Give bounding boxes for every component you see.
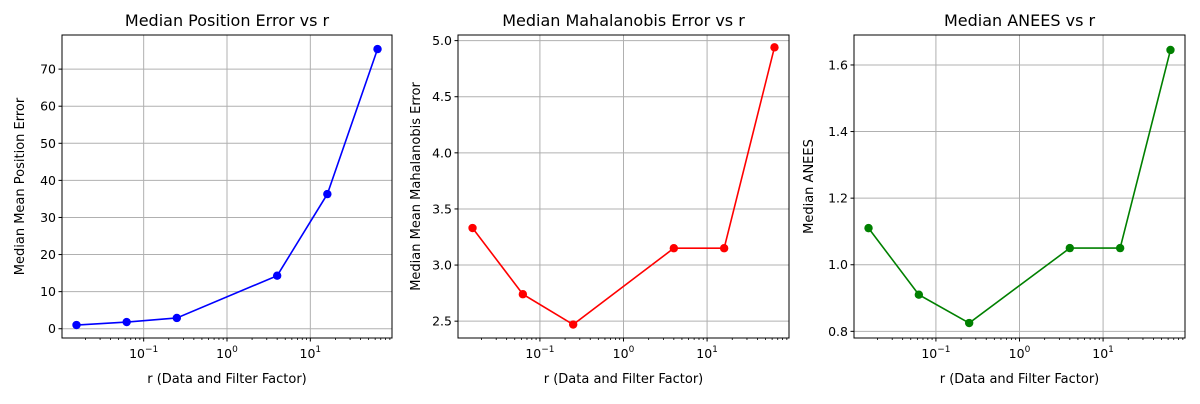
data-point [914, 290, 924, 299]
data-point [1115, 243, 1125, 253]
data-point [964, 318, 974, 328]
x-tick-label: 10−1 [129, 345, 158, 361]
data-point [719, 244, 729, 253]
y-tick-label: 4.0 [432, 145, 452, 160]
y-tick-label: 3.5 [432, 201, 452, 216]
series-line [867, 49, 1172, 324]
y-tick-label: 0.8 [828, 324, 848, 339]
data-point [568, 320, 578, 329]
data-point [1166, 45, 1175, 55]
data-point [770, 43, 779, 52]
data-point [669, 244, 679, 253]
chart-title: Median Mahalanobis Error vs r [502, 11, 745, 30]
x-axis-label: r (Data and Filter Factor) [147, 372, 307, 387]
y-tick-label: 30 [40, 210, 56, 225]
data-point [518, 290, 528, 299]
y-axis-label: Median ANEES [802, 139, 817, 234]
x-tick-label: 100 [216, 345, 238, 361]
y-tick-label: 3.0 [432, 258, 452, 273]
data-point [373, 44, 382, 54]
x-tick-label: 100 [1009, 345, 1031, 361]
y-axis-label: Median Mean Position Error [13, 97, 28, 275]
data-point [122, 317, 131, 327]
y-tick-label: 70 [40, 62, 56, 77]
x-axis-label: r (Data and Filter Factor) [544, 372, 704, 387]
y-tick-label: 0 [48, 321, 56, 336]
y-tick-label: 10 [40, 284, 56, 299]
y-tick-label: 5.0 [432, 33, 452, 48]
y-axis-label: Median Mean Mahalanobis Error [409, 82, 424, 291]
y-tick-label: 50 [40, 136, 56, 151]
y-tick-label: 1.6 [828, 57, 848, 72]
y-tick-label: 60 [40, 99, 56, 114]
data-point [72, 320, 81, 330]
data-point [272, 271, 282, 280]
y-tick-label: 2.5 [432, 314, 452, 329]
y-tick-label: 20 [40, 247, 56, 262]
x-axis-label: r (Data and Filter Factor) [940, 372, 1100, 387]
chart-panel-2: 10−1 100 101 2.5 3.0 3.5 4.0 4.5 5.0 Median Mahal… [409, 11, 790, 387]
y-tick-label: 40 [40, 173, 56, 188]
data-point [468, 223, 477, 233]
chart-panel-3: 10−1 100 101 0.8 1.0 1.2 1.4 1.6 Median ANEES vs… [802, 11, 1186, 387]
x-tick-label: 101 [696, 345, 718, 361]
x-tick-label: 101 [300, 345, 322, 361]
data-point [864, 223, 873, 233]
chart-title: Median Position Error vs r [125, 11, 330, 30]
y-tick-label: 1.4 [828, 124, 848, 139]
data-point [323, 189, 332, 199]
series-line [471, 47, 776, 326]
x-tick-label: 100 [613, 345, 635, 361]
y-tick-label: 4.5 [432, 89, 452, 104]
series-line [76, 48, 379, 326]
data-point [1065, 243, 1075, 253]
y-tick-label: 1.2 [828, 191, 848, 206]
x-tick-label: 101 [1092, 345, 1114, 361]
y-tick-label: 1.0 [828, 257, 848, 272]
data-point [172, 313, 182, 323]
chart-title: Median ANEES vs r [944, 11, 1096, 30]
x-tick-label: 10−1 [525, 345, 554, 361]
x-tick-label: 10−1 [921, 345, 950, 361]
